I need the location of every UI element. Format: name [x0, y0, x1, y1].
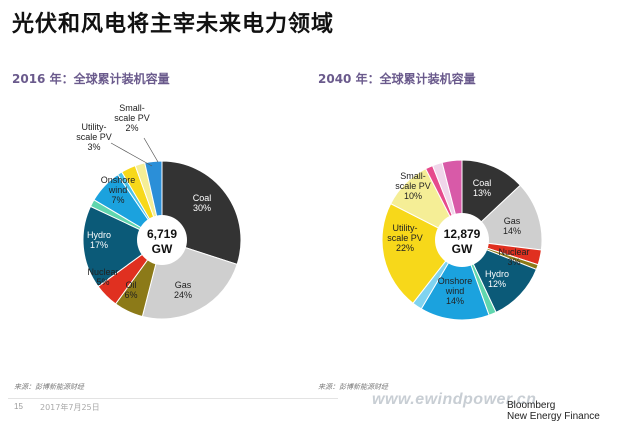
slice-label-nuclear: Nuclear 5% [87, 267, 118, 287]
pie-slice-onshore-wind [420, 238, 490, 321]
slice-label-small-scale-pv: Small-scale PV 2% [114, 103, 150, 133]
leader-line [110, 142, 153, 167]
pie-center-value: 6,719 [147, 227, 177, 241]
pie-center-hole [137, 215, 187, 265]
slice-label-coal: Coal 30% [193, 193, 212, 213]
slice-label-utility-scale-pv: Utility-scale PV 22% [387, 223, 423, 253]
slice-label-hydro: Hydro 17% [87, 230, 111, 250]
source-note-right: 来源：彭博新能源财经 [318, 383, 388, 391]
watermark-text: www.ewindpower.cn [372, 391, 537, 408]
slice-label-utility-scale-pv: Utility-scale PV 3% [76, 122, 112, 152]
slice-label-coal: Coal 13% [473, 178, 492, 198]
chart-title-2040: 2040 年：全球累计装机容量 [318, 72, 476, 86]
slice-label-gas: Gas 14% [503, 216, 521, 236]
pie-center-unit: GW [152, 242, 173, 256]
pie-center-hole [435, 213, 489, 267]
brand-name: Bloomberg [507, 400, 556, 411]
pie-slice-hydro [82, 205, 163, 288]
brand-subtitle: New Energy Finance [507, 411, 600, 422]
leader-line [143, 137, 159, 163]
slice-label-nuclear: Nuclear 3% [498, 247, 529, 267]
slice-label-small-scale-pv: Small-scale PV 10% [395, 171, 431, 201]
slice-label-onshore-wind: Onshore wind 7% [101, 175, 136, 205]
chart-title-2016: 2016 年：全球累计装机容量 [12, 72, 170, 86]
slice-label-gas: Gas 24% [174, 280, 192, 300]
pie-center-value: 12,879 [444, 227, 481, 241]
slice-label-oil: Oil 6% [124, 280, 137, 300]
page-number: 15 [14, 402, 23, 411]
footer-divider [8, 398, 338, 399]
page-title: 光伏和风电将主宰未来电力领域 [12, 12, 335, 37]
slice-label-onshore-wind: Onshore wind 14% [438, 276, 473, 306]
slice-label-hydro: Hydro 12% [485, 269, 509, 289]
date-label: 2017年7月25日 [40, 403, 100, 412]
pie-slice-utility-scale-pv [381, 203, 463, 304]
source-note-left: 来源：彭博新能源财经 [14, 383, 84, 391]
pie-center-unit: GW [452, 242, 473, 256]
